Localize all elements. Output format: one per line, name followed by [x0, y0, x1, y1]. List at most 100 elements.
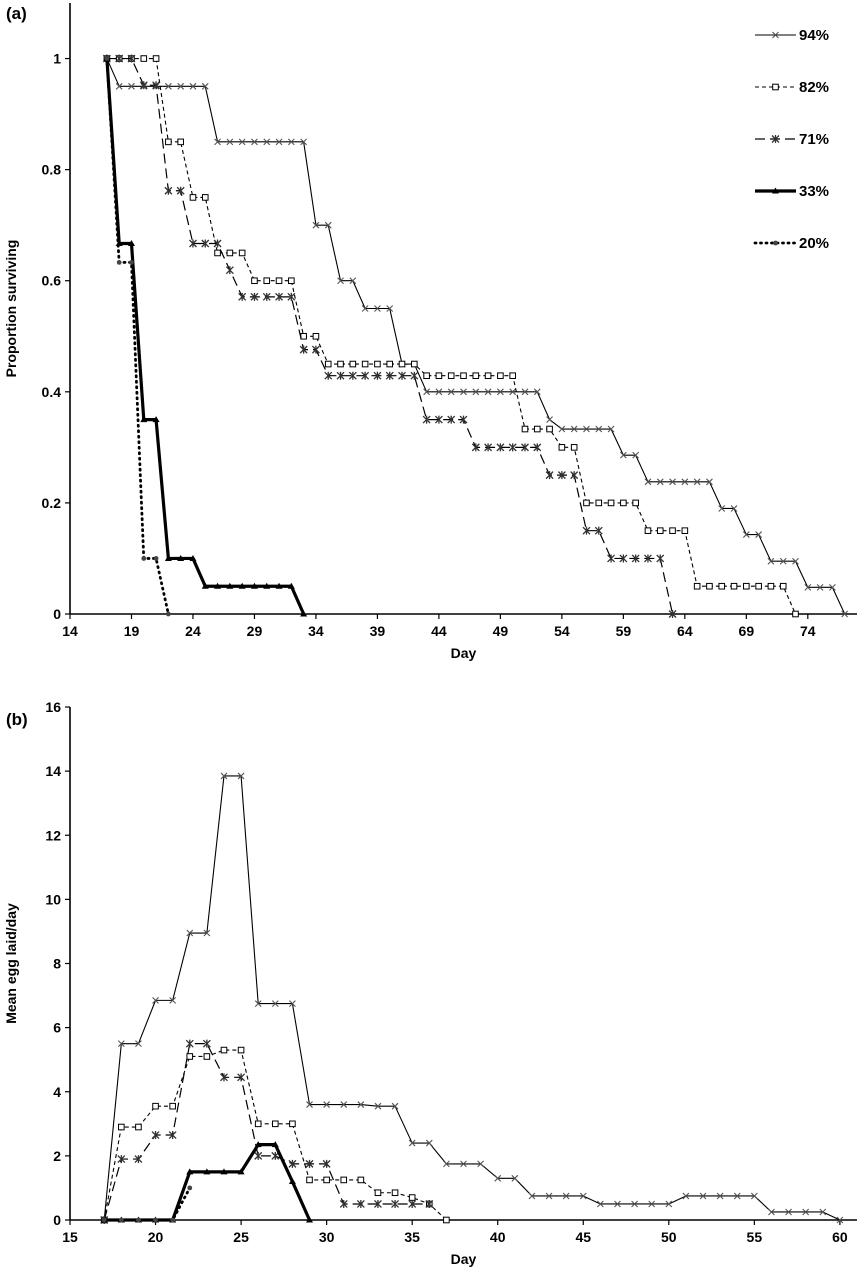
data-point	[546, 416, 553, 423]
data-point	[459, 415, 468, 424]
data-point	[533, 425, 541, 433]
data-point	[460, 1160, 467, 1168]
data-point	[306, 1101, 313, 1108]
data-point	[528, 1192, 536, 1200]
data-point	[262, 292, 271, 301]
data-point	[225, 266, 234, 275]
x-tick-label: 45	[575, 1229, 591, 1245]
data-point	[631, 1200, 638, 1208]
data-point	[447, 415, 456, 424]
data-point	[614, 1200, 621, 1208]
data-point	[189, 554, 197, 561]
panel-label: (a)	[6, 4, 27, 23]
data-point	[583, 499, 590, 507]
series-3	[100, 1039, 434, 1224]
x-tick-label: 35	[404, 1229, 420, 1245]
data-point	[288, 1178, 296, 1185]
egg-laying-chart: (b) 0 2 4 6 8 10 12 14 16 15 20 25 30 35 40 45 50 55 60 Day M…	[3, 699, 857, 1267]
data-point	[189, 239, 197, 248]
x-tick-label: 74	[800, 623, 816, 639]
data-point	[271, 1151, 280, 1160]
data-point	[668, 610, 677, 618]
data-point	[169, 996, 177, 1004]
x-axis-label: Day	[451, 645, 477, 661]
data-point	[511, 1174, 519, 1182]
x-tick-label: 29	[247, 623, 263, 639]
data-point	[733, 1192, 741, 1200]
x-tick-label: 59	[616, 623, 632, 639]
data-point	[779, 582, 787, 590]
data-point	[631, 554, 640, 563]
data-point	[164, 82, 172, 90]
series-5	[104, 56, 171, 617]
data-point	[619, 554, 628, 563]
data-point	[391, 1199, 400, 1208]
series-2	[100, 1046, 450, 1224]
series-1	[103, 55, 849, 618]
data-point	[472, 372, 480, 380]
data-point	[336, 371, 345, 380]
x-tick-label: 39	[370, 623, 386, 639]
data-point	[349, 360, 357, 368]
data-point	[203, 1053, 211, 1060]
y-axis-label: Mean egg laid/day	[3, 903, 19, 1024]
data-point	[152, 81, 161, 90]
data-point	[582, 526, 591, 535]
data-point	[104, 56, 110, 61]
data-point	[337, 277, 344, 285]
data-point	[349, 277, 357, 285]
data-point	[730, 582, 738, 590]
data-point	[533, 443, 542, 452]
data-point	[324, 360, 332, 368]
data-point	[312, 332, 320, 340]
data-point	[117, 1155, 126, 1164]
legend-swatch-marker	[772, 83, 779, 91]
data-point	[742, 531, 750, 538]
legend-entry-label: 82%	[799, 79, 829, 96]
data-point	[632, 499, 639, 507]
data-point	[669, 478, 676, 486]
legend: 94% 82% 71% 33% 20%	[753, 27, 829, 252]
data-point	[164, 554, 172, 561]
data-point	[562, 1192, 570, 1200]
data-point	[168, 1131, 177, 1140]
data-point	[237, 1073, 246, 1082]
data-point	[386, 360, 394, 368]
data-point	[816, 583, 824, 591]
series-line	[106, 57, 674, 615]
data-point	[804, 583, 812, 591]
data-point	[170, 1217, 176, 1223]
data-point	[669, 527, 676, 534]
data-point	[557, 471, 566, 480]
data-point	[220, 1073, 228, 1082]
data-point	[374, 360, 381, 368]
data-point	[202, 1039, 211, 1048]
data-point	[460, 388, 467, 396]
data-point	[508, 443, 517, 452]
data-point	[136, 1217, 141, 1223]
data-point	[186, 1168, 194, 1175]
x-tick-label: 14	[62, 623, 78, 639]
data-point	[779, 557, 787, 565]
panel-label: (b)	[6, 710, 28, 729]
data-point	[802, 1208, 810, 1216]
survival-chart: (a) 0 0.2 0.4 0.6 0.8 1 14 19 24 29 34 39 44 49 54 59 64 6…	[3, 3, 857, 661]
data-point	[792, 557, 799, 565]
legend-swatch-marker	[772, 187, 779, 194]
series-4	[100, 1141, 314, 1223]
data-point	[254, 1141, 262, 1148]
y-axis-label: Proportion surviving	[3, 240, 19, 378]
data-point	[533, 388, 541, 396]
data-point	[165, 611, 171, 617]
data-point	[391, 1189, 399, 1197]
data-point	[275, 277, 283, 285]
data-point	[447, 372, 455, 380]
series-line	[102, 1186, 192, 1222]
data-point	[594, 526, 603, 535]
data-point	[263, 277, 271, 285]
legend-entry-label: 20%	[799, 235, 829, 252]
legend-swatch-marker	[772, 31, 779, 39]
data-point	[477, 1160, 484, 1168]
data-point	[521, 443, 529, 452]
data-point	[214, 582, 222, 589]
